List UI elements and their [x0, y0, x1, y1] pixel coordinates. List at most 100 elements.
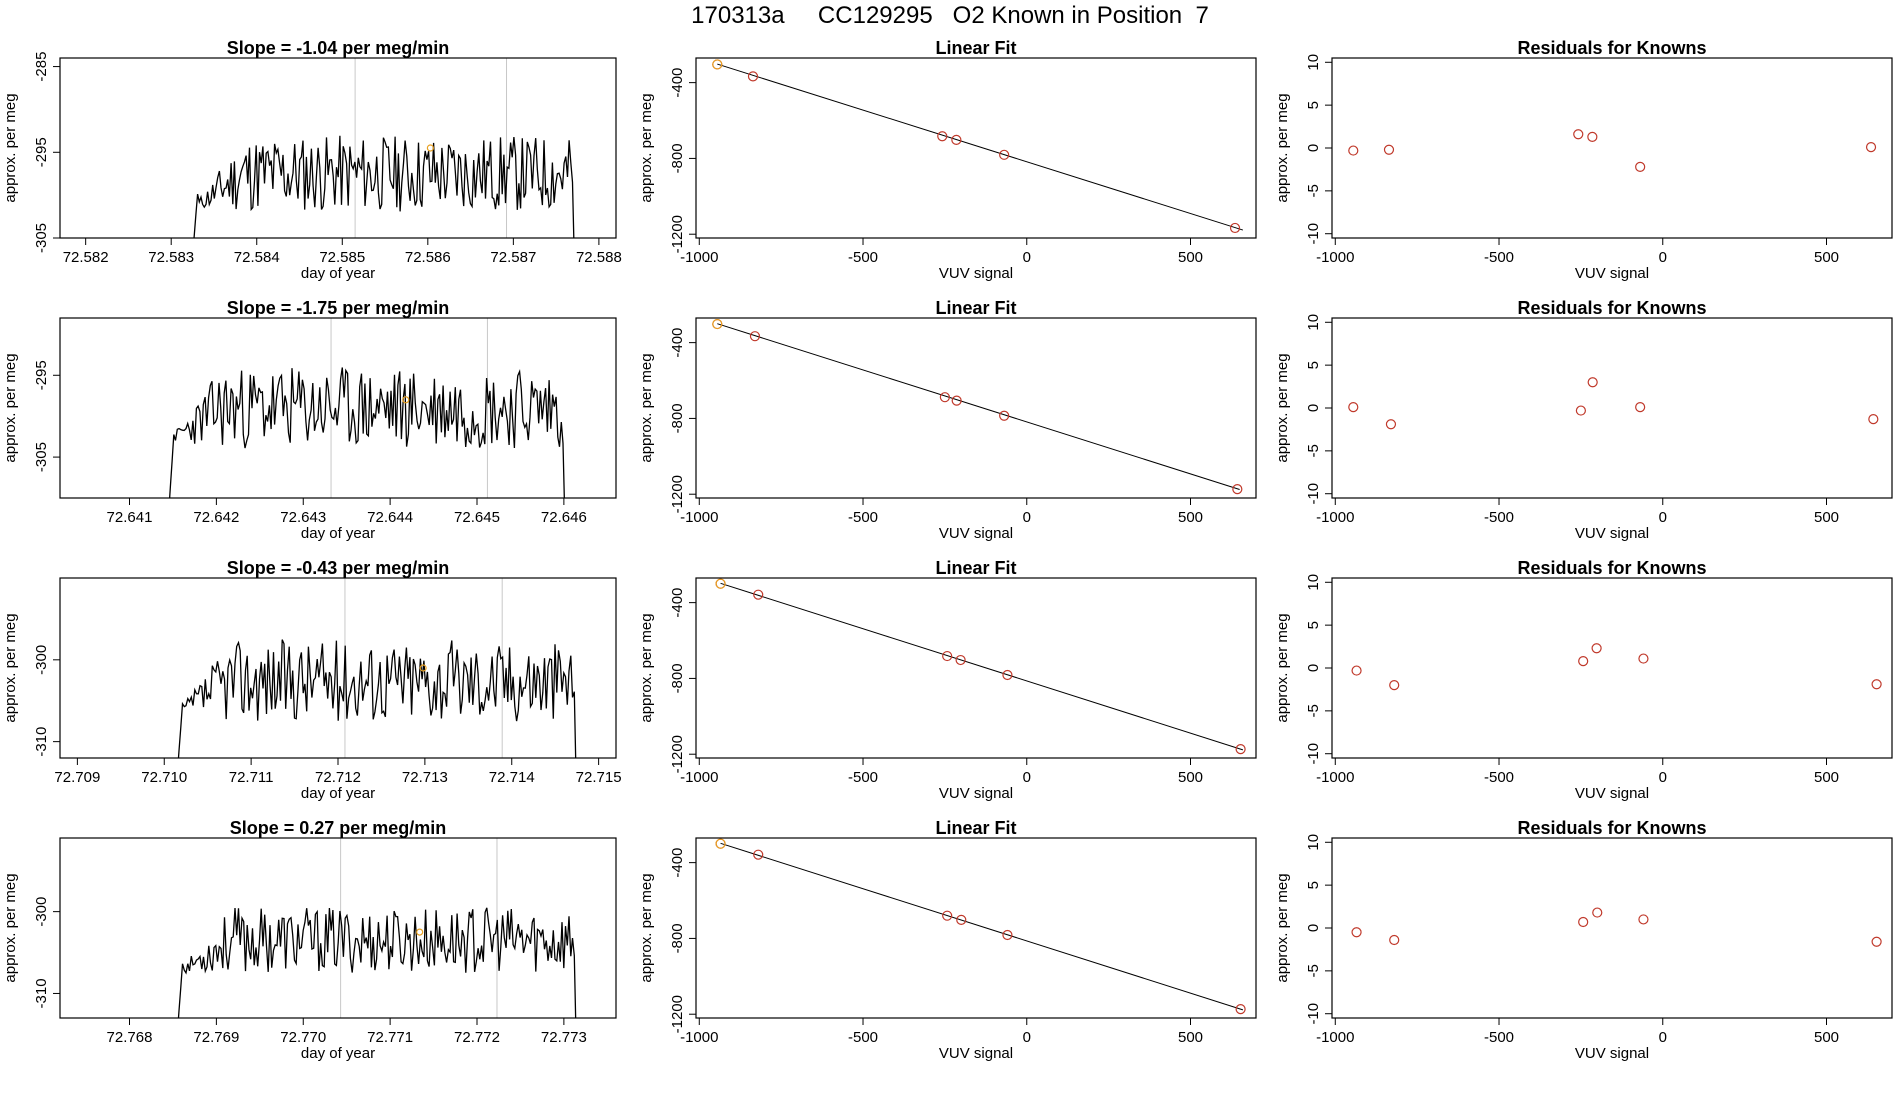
x-tick-label: 0 — [1659, 769, 1667, 786]
y-tick-label: -295 — [33, 137, 50, 167]
plot-frame — [1331, 837, 1893, 1019]
x-tick-label: 500 — [1178, 769, 1203, 786]
chart-panel-5: Linear Fit -1000 -500 0 500 VUV signal -1200 -8… — [638, 298, 1257, 542]
chart-panel-8: Linear Fit -1000 -500 0 500 VUV signal -1200 -8… — [638, 558, 1257, 802]
x-axis-label: day of year — [301, 785, 375, 802]
y-tick-label: -1200 — [669, 475, 686, 513]
x-tick-label: 72.710 — [141, 769, 187, 786]
x-tick-label: -1000 — [1316, 249, 1354, 266]
y-tick-label: 5 — [1305, 101, 1322, 109]
x-tick-label: -500 — [848, 769, 878, 786]
plot-frame — [695, 577, 1257, 759]
y-tick-label: -10 — [1305, 743, 1322, 765]
x-tick-label: 500 — [1814, 509, 1839, 526]
x-tick-label: 72.643 — [280, 509, 326, 526]
data-point — [942, 910, 953, 921]
y-tick-label: -400 — [669, 588, 686, 618]
y-tick-label: -300 — [33, 645, 50, 675]
chart-panel-2: Linear Fit -1000 -500 0 500 VUV signal -1200 -8… — [638, 38, 1257, 282]
plot-frame — [1331, 577, 1893, 759]
data-point — [1575, 405, 1586, 416]
y-tick-label: 0 — [1305, 404, 1322, 412]
x-tick-label: 72.711 — [229, 769, 274, 786]
mean-marker — [416, 928, 424, 936]
data-point — [747, 71, 759, 82]
x-axis-label: VUV signal — [939, 1045, 1013, 1062]
x-tick-label: 72.641 — [107, 509, 153, 526]
x-tick-label: -1000 — [680, 769, 718, 786]
chart-title: Slope = -1.04 per meg/min — [227, 38, 450, 58]
data-point — [1868, 414, 1879, 425]
y-tick-label: 0 — [1305, 144, 1322, 152]
highlight-point — [712, 318, 723, 330]
chart-title: Residuals for Knowns — [1517, 298, 1706, 318]
x-tick-label: 0 — [1023, 249, 1031, 266]
x-tick-label: 0 — [1659, 509, 1667, 526]
x-tick-label: 500 — [1814, 1029, 1839, 1046]
x-tick-label: 500 — [1178, 1029, 1203, 1046]
x-tick-label: 72.772 — [454, 1029, 500, 1046]
x-tick-label: -1000 — [680, 1029, 718, 1046]
data-point — [1351, 665, 1362, 676]
x-tick-label: 500 — [1814, 769, 1839, 786]
data-point — [999, 410, 1010, 421]
x-tick-label: 0 — [1659, 1029, 1667, 1046]
data-point — [955, 654, 966, 666]
x-axis-label: VUV signal — [939, 785, 1013, 802]
chart-panel-10: Slope = 0.27 per meg/min 72.768 72.769 72.7… — [2, 818, 617, 1062]
y-axis-label: approx. per meg — [1274, 353, 1291, 462]
x-tick-label: 72.587 — [490, 249, 536, 266]
plot-frame — [1331, 317, 1893, 499]
x-tick-label: 0 — [1023, 1029, 1031, 1046]
y-tick-label: -10 — [1305, 223, 1322, 245]
highlight-point — [715, 838, 726, 849]
y-tick-label: -305 — [33, 442, 50, 472]
y-tick-label: 10 — [1305, 54, 1322, 71]
data-point — [1638, 653, 1649, 664]
data-point — [1383, 144, 1395, 155]
x-tick-label: -1000 — [1316, 509, 1354, 526]
data-point — [1348, 145, 1359, 156]
mean-marker — [426, 144, 434, 152]
x-tick-label: 500 — [1178, 249, 1203, 266]
chart-title: Linear Fit — [935, 558, 1016, 578]
x-axis-label: VUV signal — [1575, 265, 1649, 282]
y-tick-label: -400 — [669, 328, 686, 358]
y-tick-label: 10 — [1305, 574, 1322, 591]
y-tick-label: -800 — [669, 663, 686, 693]
data-point — [1235, 743, 1246, 755]
x-tick-label: 500 — [1814, 249, 1839, 266]
x-tick-label: -1000 — [680, 249, 718, 266]
y-tick-label: 5 — [1305, 361, 1322, 369]
data-point — [1592, 907, 1603, 918]
x-tick-label: 72.582 — [63, 249, 109, 266]
highlight-point — [715, 578, 726, 589]
y-tick-label: 0 — [1305, 924, 1322, 932]
data-point — [942, 650, 953, 662]
data-point — [1351, 927, 1362, 938]
x-axis-label: day of year — [301, 265, 375, 282]
y-tick-label: -10 — [1305, 483, 1322, 505]
x-tick-label: -500 — [1484, 249, 1514, 266]
chart-panel-7: Slope = -0.43 per meg/min 72.709 72.710 72.… — [2, 558, 622, 802]
chart-panel-11: Linear Fit -1000 -500 0 500 VUV signal -1200 -8… — [638, 818, 1257, 1062]
data-point — [749, 331, 761, 342]
x-tick-label: -500 — [1484, 509, 1514, 526]
y-tick-label: -800 — [669, 403, 686, 433]
y-tick-label: 5 — [1305, 881, 1322, 889]
data-point — [951, 395, 962, 406]
x-tick-label: -500 — [848, 249, 878, 266]
x-tick-label: 72.584 — [234, 249, 280, 266]
chart-title: Residuals for Knowns — [1517, 38, 1706, 58]
y-tick-label: -800 — [669, 923, 686, 953]
data-point — [956, 914, 967, 925]
y-tick-label: -5 — [1305, 964, 1322, 977]
x-tick-label: -500 — [1484, 1029, 1514, 1046]
data-point — [951, 134, 962, 145]
data-point — [1389, 934, 1400, 946]
x-tick-label: 0 — [1023, 769, 1031, 786]
plot-frame — [59, 837, 617, 1019]
fit-line — [717, 323, 1240, 490]
y-tick-label: -305 — [33, 223, 50, 253]
data-point — [1002, 929, 1013, 941]
